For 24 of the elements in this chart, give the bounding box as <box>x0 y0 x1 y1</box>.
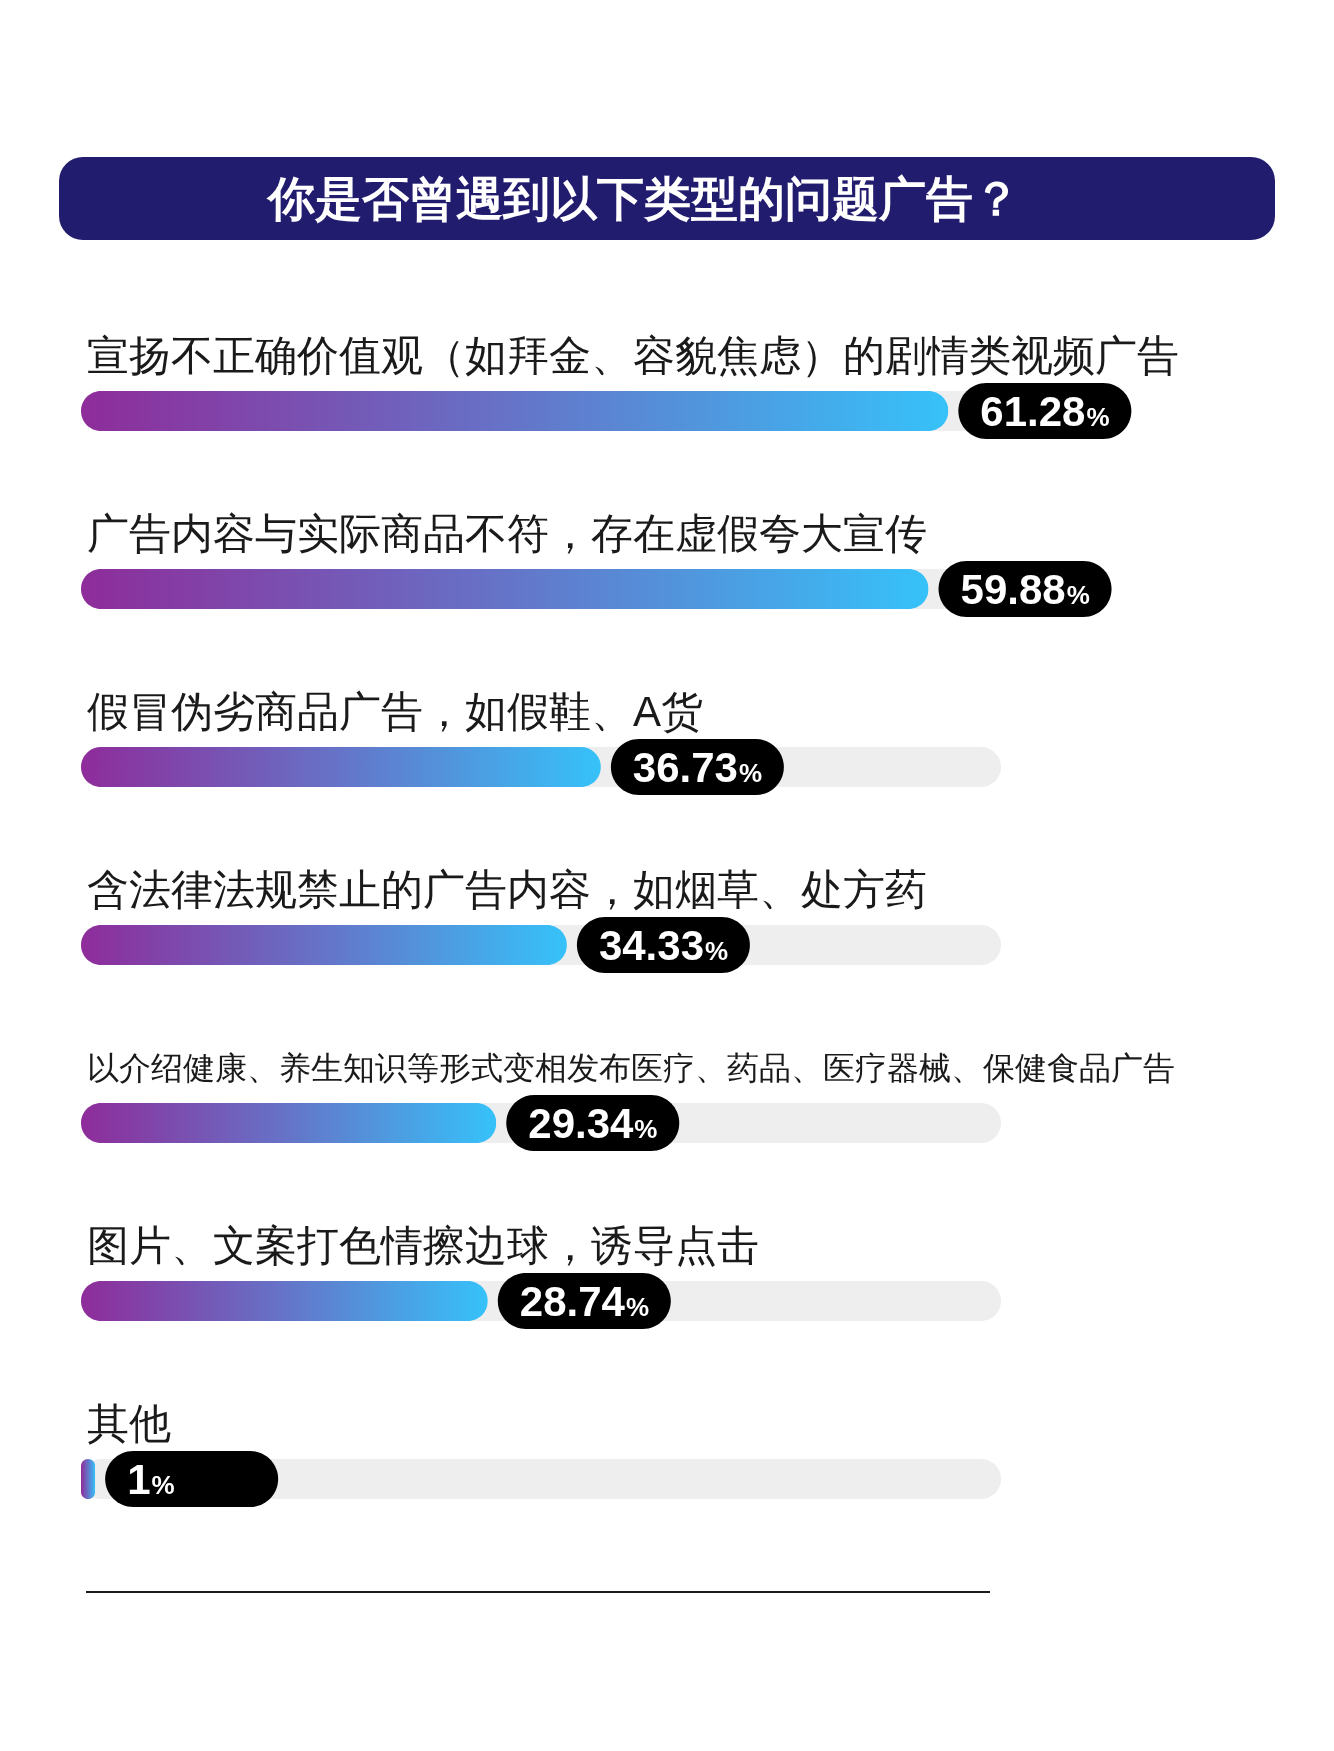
bar <box>81 569 929 609</box>
text: % <box>634 1114 658 1144</box>
text: % <box>625 1292 650 1322</box>
chart-title: 你是否曾遇到以下类型的问题广告？ <box>268 171 1020 225</box>
data-label: 29.34 <box>528 1100 635 1147</box>
y-tick-label: 图片、文案打色情擦边球，诱导点击 <box>87 1222 759 1269</box>
text: % <box>151 1470 175 1500</box>
y-tick-label: 其他 <box>87 1400 171 1447</box>
bar <box>81 391 949 431</box>
data-label: 59.88 <box>960 566 1066 613</box>
text: % <box>1066 580 1090 610</box>
y-tick-label: 广告内容与实际商品不符，存在虚假夸大宣传 <box>87 510 927 557</box>
data-label: 1 <box>127 1456 151 1503</box>
text: % <box>1086 402 1110 432</box>
text: % <box>738 758 763 788</box>
y-tick-label: 以介绍健康、养生知识等形式变相发布医疗、药品、医疗器械、保健食品广告 <box>87 1050 1175 1086</box>
data-label: 28.74 <box>519 1278 626 1325</box>
data-label: 61.28 <box>980 388 1086 435</box>
y-tick-label: 宣扬不正确价值观（如拜金、容貌焦虑）的剧情类视频广告 <box>87 332 1179 379</box>
y-tick-label: 含法律法规禁止的广告内容，如烟草、处方药 <box>87 866 927 913</box>
y-tick-label: 假冒伪劣商品广告，如假鞋、A货 <box>87 688 704 735</box>
data-label: 36.73 <box>632 744 738 791</box>
data-label: 34.33 <box>598 922 705 969</box>
text: % <box>705 936 729 966</box>
